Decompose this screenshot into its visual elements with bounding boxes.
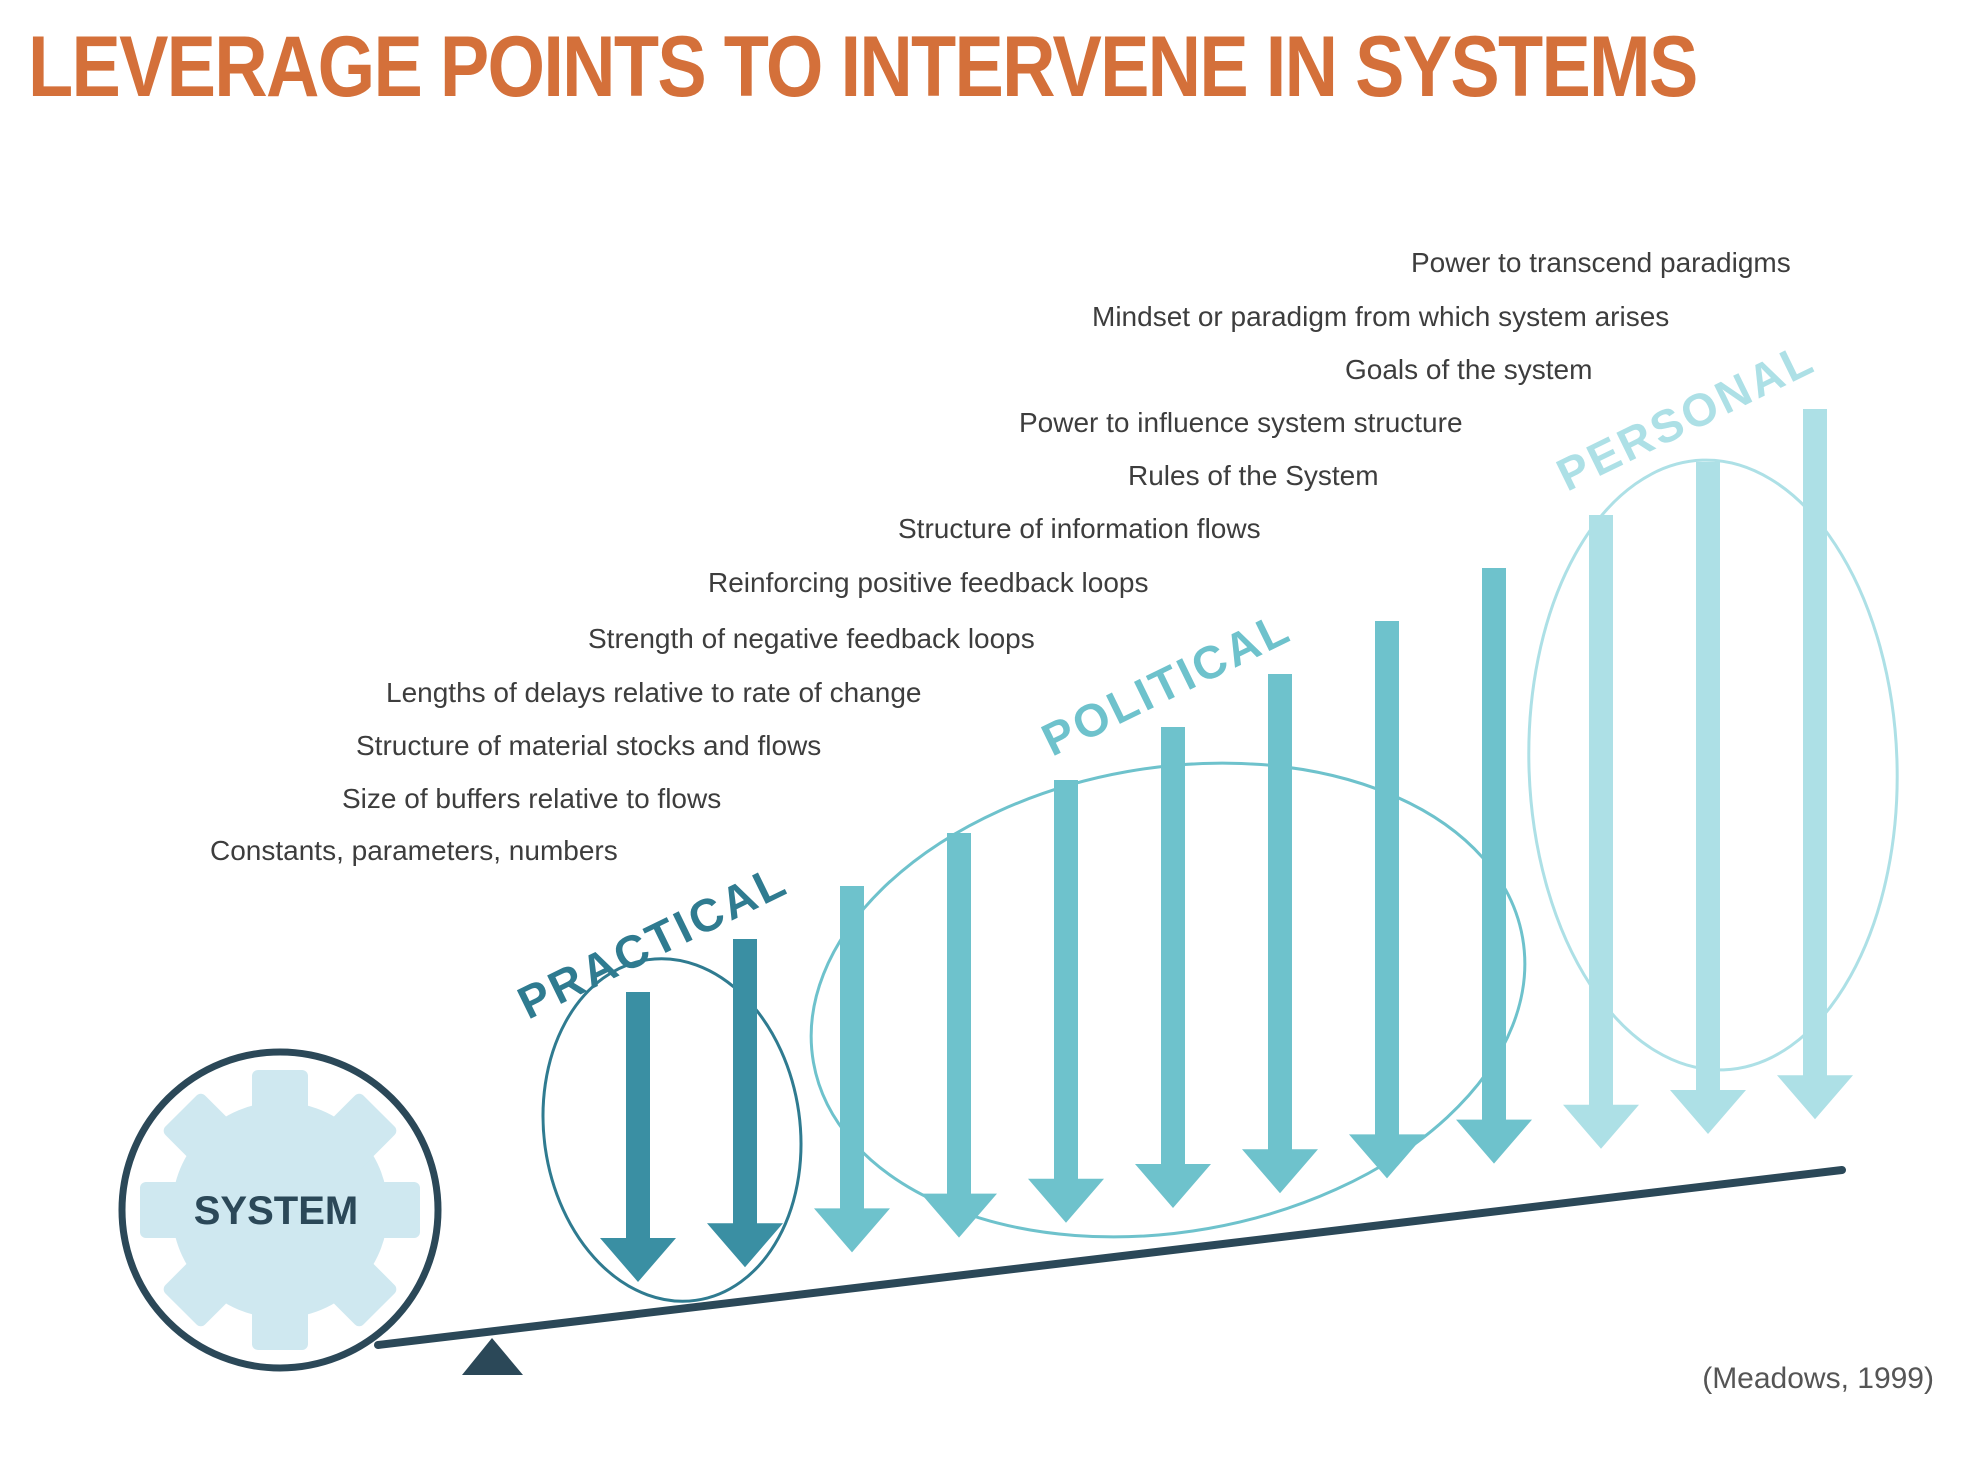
leverage-point-label: Size of buffers relative to flows bbox=[342, 783, 721, 814]
practical-ellipse bbox=[541, 957, 803, 1303]
leverage-arrows bbox=[600, 409, 1853, 1282]
system-gear: SYSTEM bbox=[118, 1048, 442, 1372]
leverage-point-label: Lengths of delays relative to rate of ch… bbox=[386, 677, 921, 708]
fulcrum-icon bbox=[462, 1338, 523, 1375]
arrow-down-icon bbox=[600, 992, 676, 1282]
leverage-point-label: Rules of the System bbox=[1128, 460, 1379, 491]
citation: (Meadows, 1999) bbox=[1702, 1362, 1934, 1395]
leverage-point-label: Power to transcend paradigms bbox=[1411, 247, 1791, 278]
leverage-point-label: Power to influence system structure bbox=[1019, 407, 1463, 438]
leverage-point-label: Reinforcing positive feedback loops bbox=[708, 567, 1148, 598]
arrow-down-icon bbox=[1456, 568, 1532, 1164]
leverage-point-label: Structure of material stocks and flows bbox=[356, 730, 821, 761]
arrow-down-icon bbox=[1242, 674, 1318, 1194]
political-ellipse bbox=[809, 761, 1527, 1239]
arrow-down-icon bbox=[814, 886, 890, 1253]
arrow-down-icon bbox=[1349, 621, 1425, 1179]
page-title: LEVERAGE POINTS TO INTERVENE IN SYSTEMS bbox=[28, 19, 1698, 115]
leverage-point-label: Mindset or paradigm from which system ar… bbox=[1092, 301, 1669, 332]
leverage-point-label: Constants, parameters, numbers bbox=[210, 835, 618, 866]
leverage-point-label: Strength of negative feedback loops bbox=[588, 623, 1035, 654]
arrow-down-icon bbox=[1135, 727, 1211, 1208]
lever-beam bbox=[374, 1166, 1846, 1349]
gear-icon bbox=[140, 1070, 420, 1350]
arrow-down-icon bbox=[1028, 780, 1104, 1223]
personal-ellipse bbox=[1527, 458, 1899, 1072]
leverage-point-label: Structure of information flows bbox=[898, 513, 1261, 544]
arrow-down-icon bbox=[921, 833, 997, 1238]
arrow-down-icon bbox=[1670, 462, 1746, 1134]
arrow-down-icon bbox=[1777, 409, 1853, 1120]
system-label: SYSTEM bbox=[194, 1189, 358, 1233]
arrow-down-icon bbox=[1563, 515, 1639, 1149]
leverage-point-label: Goals of the system bbox=[1345, 354, 1592, 385]
arrow-down-icon bbox=[707, 939, 783, 1268]
